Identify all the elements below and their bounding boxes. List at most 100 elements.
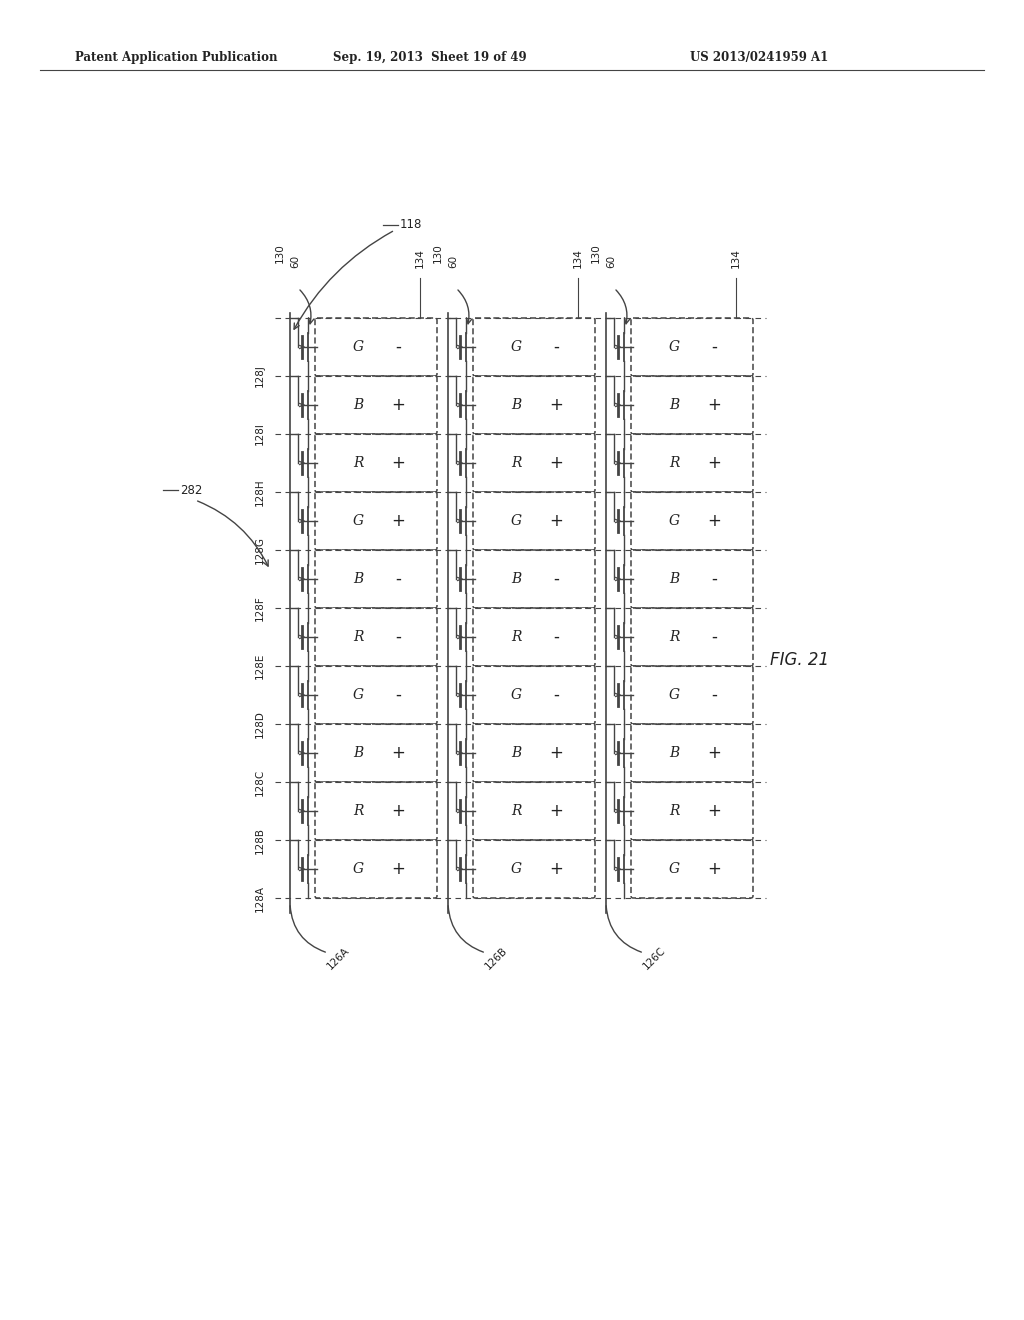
Text: G: G (352, 862, 364, 876)
Text: R: R (511, 804, 521, 818)
Text: -: - (553, 628, 559, 645)
Text: 126B: 126B (483, 945, 509, 972)
Text: 128B: 128B (255, 826, 265, 854)
Text: Patent Application Publication: Patent Application Publication (75, 51, 278, 65)
FancyBboxPatch shape (315, 492, 437, 550)
FancyBboxPatch shape (473, 781, 595, 840)
Text: +: + (391, 454, 404, 473)
FancyBboxPatch shape (473, 723, 595, 781)
Text: +: + (391, 396, 404, 414)
Text: +: + (707, 803, 721, 820)
Text: 128J: 128J (255, 364, 265, 388)
Text: +: + (391, 744, 404, 762)
Text: -: - (711, 570, 717, 587)
Text: R: R (511, 455, 521, 470)
FancyBboxPatch shape (631, 376, 753, 434)
Text: B: B (353, 399, 364, 412)
Text: 118: 118 (400, 219, 422, 231)
Text: +: + (549, 803, 563, 820)
Text: +: + (549, 396, 563, 414)
FancyBboxPatch shape (473, 434, 595, 492)
Text: R: R (669, 804, 679, 818)
Text: +: + (549, 744, 563, 762)
Text: R: R (352, 455, 364, 470)
Text: 128E: 128E (255, 653, 265, 680)
Text: +: + (549, 454, 563, 473)
Text: +: + (707, 396, 721, 414)
Text: 134: 134 (573, 248, 583, 268)
Text: FIG. 21: FIG. 21 (770, 651, 829, 669)
FancyBboxPatch shape (315, 840, 437, 898)
FancyBboxPatch shape (473, 840, 595, 898)
Text: G: G (510, 341, 521, 354)
Text: +: + (549, 512, 563, 531)
Text: R: R (669, 630, 679, 644)
Text: 60: 60 (449, 255, 458, 268)
FancyBboxPatch shape (473, 609, 595, 667)
FancyBboxPatch shape (315, 376, 437, 434)
Text: G: G (510, 862, 521, 876)
FancyBboxPatch shape (315, 667, 437, 723)
Text: +: + (707, 744, 721, 762)
Text: B: B (669, 746, 679, 760)
Text: +: + (391, 861, 404, 878)
FancyBboxPatch shape (473, 492, 595, 550)
FancyBboxPatch shape (631, 723, 753, 781)
Text: +: + (549, 861, 563, 878)
Text: +: + (391, 512, 404, 531)
Text: 60: 60 (606, 255, 616, 268)
Text: 128D: 128D (255, 710, 265, 738)
Text: Sep. 19, 2013  Sheet 19 of 49: Sep. 19, 2013 Sheet 19 of 49 (333, 51, 526, 65)
Text: G: G (510, 513, 521, 528)
Text: G: G (669, 688, 680, 702)
Text: -: - (395, 686, 401, 704)
Text: US 2013/0241959 A1: US 2013/0241959 A1 (690, 51, 828, 65)
FancyBboxPatch shape (631, 609, 753, 667)
Text: 128G: 128G (255, 536, 265, 564)
FancyBboxPatch shape (473, 318, 595, 376)
Text: -: - (395, 570, 401, 587)
Text: 60: 60 (290, 255, 300, 268)
FancyBboxPatch shape (315, 723, 437, 781)
Text: G: G (352, 513, 364, 528)
Text: B: B (511, 746, 521, 760)
Text: +: + (707, 454, 721, 473)
Text: 134: 134 (731, 248, 741, 268)
Text: R: R (352, 804, 364, 818)
Text: G: G (669, 341, 680, 354)
Text: B: B (511, 572, 521, 586)
Text: 282: 282 (180, 483, 203, 496)
FancyBboxPatch shape (315, 781, 437, 840)
FancyBboxPatch shape (315, 550, 437, 609)
FancyBboxPatch shape (473, 667, 595, 723)
Text: R: R (669, 455, 679, 470)
Text: 126C: 126C (641, 945, 668, 972)
Text: 128C: 128C (255, 768, 265, 796)
FancyBboxPatch shape (315, 609, 437, 667)
Text: 128H: 128H (255, 478, 265, 506)
FancyBboxPatch shape (473, 376, 595, 434)
Text: B: B (511, 399, 521, 412)
Text: -: - (395, 628, 401, 645)
Text: 126A: 126A (325, 945, 351, 972)
Text: B: B (669, 399, 679, 412)
FancyBboxPatch shape (315, 434, 437, 492)
Text: 128I: 128I (255, 422, 265, 445)
Text: 130: 130 (433, 243, 443, 263)
FancyBboxPatch shape (631, 667, 753, 723)
Text: -: - (553, 686, 559, 704)
Text: +: + (707, 512, 721, 531)
Text: R: R (511, 630, 521, 644)
FancyBboxPatch shape (631, 318, 753, 376)
Text: 130: 130 (591, 243, 601, 263)
FancyBboxPatch shape (473, 550, 595, 609)
Text: -: - (395, 338, 401, 356)
Text: G: G (352, 688, 364, 702)
Text: B: B (669, 572, 679, 586)
FancyBboxPatch shape (631, 840, 753, 898)
Text: 130: 130 (275, 243, 285, 263)
Text: 128F: 128F (255, 595, 265, 620)
Text: G: G (669, 513, 680, 528)
Text: -: - (553, 570, 559, 587)
Text: 128A: 128A (255, 884, 265, 912)
